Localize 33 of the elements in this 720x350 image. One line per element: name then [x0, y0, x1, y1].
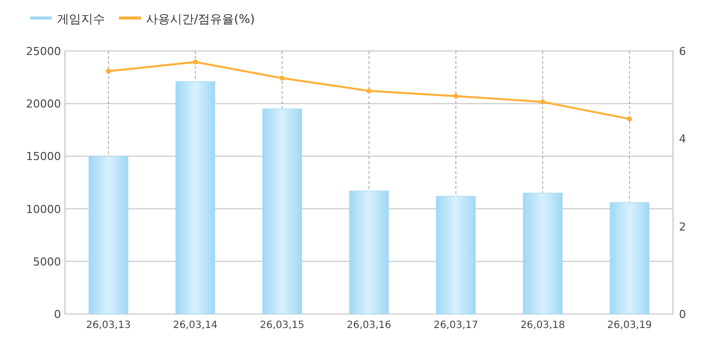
point — [627, 116, 632, 122]
bar — [436, 196, 476, 314]
point — [192, 59, 198, 64]
x-tick-label: 26,03,18 — [520, 320, 565, 331]
x-tick-label: 26,03,19 — [607, 320, 652, 331]
y-tick-label: 25000 — [26, 45, 61, 58]
bar — [175, 81, 216, 314]
y2-tick-label: 2 — [679, 220, 686, 234]
x-tick-label: 26,03,16 — [346, 320, 392, 331]
point — [366, 88, 372, 94]
y-tick-label: 0 — [54, 308, 61, 321]
bar — [349, 190, 389, 314]
legend-label: 사용시간/점유율(%) — [146, 12, 255, 26]
point — [280, 76, 285, 81]
x-tick-label: 26,03,13 — [86, 320, 131, 331]
bar — [522, 192, 563, 314]
x-tick-label: 26,03,14 — [173, 320, 218, 331]
y2-tick-label: 4 — [679, 132, 686, 146]
point — [540, 99, 546, 104]
legend-label: 게임지수 — [57, 12, 105, 26]
bar — [610, 202, 650, 314]
bar — [262, 108, 302, 314]
y-tick-label: 10000 — [26, 202, 61, 216]
y-tick-label: 5000 — [33, 255, 61, 268]
point — [106, 68, 111, 74]
bar — [88, 156, 128, 314]
point — [453, 94, 458, 99]
x-tick-label: 26,03,17 — [434, 320, 478, 331]
y-tick-label: 15000 — [26, 150, 61, 164]
y2-tick-label: 6 — [679, 45, 686, 58]
y2-tick-label: 0 — [679, 308, 686, 321]
y-tick-label: 20000 — [26, 98, 61, 111]
x-tick-label: 26,03,15 — [260, 320, 304, 331]
